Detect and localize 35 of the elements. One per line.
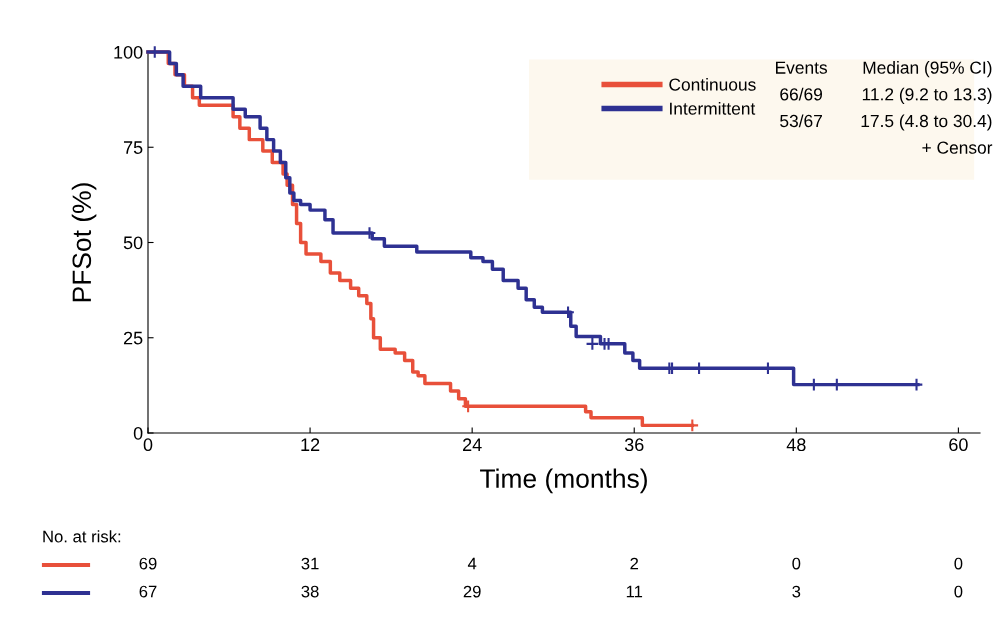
text: 38 <box>301 585 319 598</box>
y-tick-label: 25 <box>123 331 143 345</box>
annotation: Events <box>776 61 828 74</box>
annotation: 17.5 (4.8 to 30.4) <box>861 114 992 131</box>
text: 67 <box>139 585 157 598</box>
annotation: Median (95% CI) <box>863 61 992 78</box>
annotation: 53/67 <box>780 114 822 128</box>
text: 0 <box>954 557 963 570</box>
y-axis-title: PFSot (%) <box>71 183 97 302</box>
y-tick-label: 0 <box>133 426 143 440</box>
legend-label: Continuous <box>669 77 756 91</box>
x-tick-label: 36 <box>624 438 644 452</box>
text: 29 <box>463 585 481 598</box>
x-axis-title: Time (months) <box>480 468 647 494</box>
text: 31 <box>301 557 319 570</box>
text: 2 <box>630 557 639 570</box>
text: No. at risk: <box>43 530 121 543</box>
annotation: 11.2 (9.2 to 13.3) <box>862 87 992 104</box>
annotation: + Censor <box>922 141 993 154</box>
y-tick-label: 75 <box>123 141 143 154</box>
legend-label: Intermittent <box>670 101 756 115</box>
x-tick-label: 0 <box>143 438 153 452</box>
x-tick-label: 60 <box>949 438 968 452</box>
text: 11 <box>626 585 643 598</box>
text: 3 <box>792 585 801 598</box>
text: 0 <box>792 557 801 570</box>
x-tick-label: 24 <box>463 438 482 451</box>
text: 0 <box>954 585 963 598</box>
text: 69 <box>139 557 157 570</box>
annotation: 66/69 <box>780 87 823 101</box>
x-tick-label: 12 <box>301 438 320 451</box>
text: 4 <box>467 557 477 570</box>
y-tick-label: 100 <box>114 45 143 59</box>
x-tick-label: 48 <box>786 438 806 452</box>
y-tick-label: 50 <box>123 236 143 250</box>
